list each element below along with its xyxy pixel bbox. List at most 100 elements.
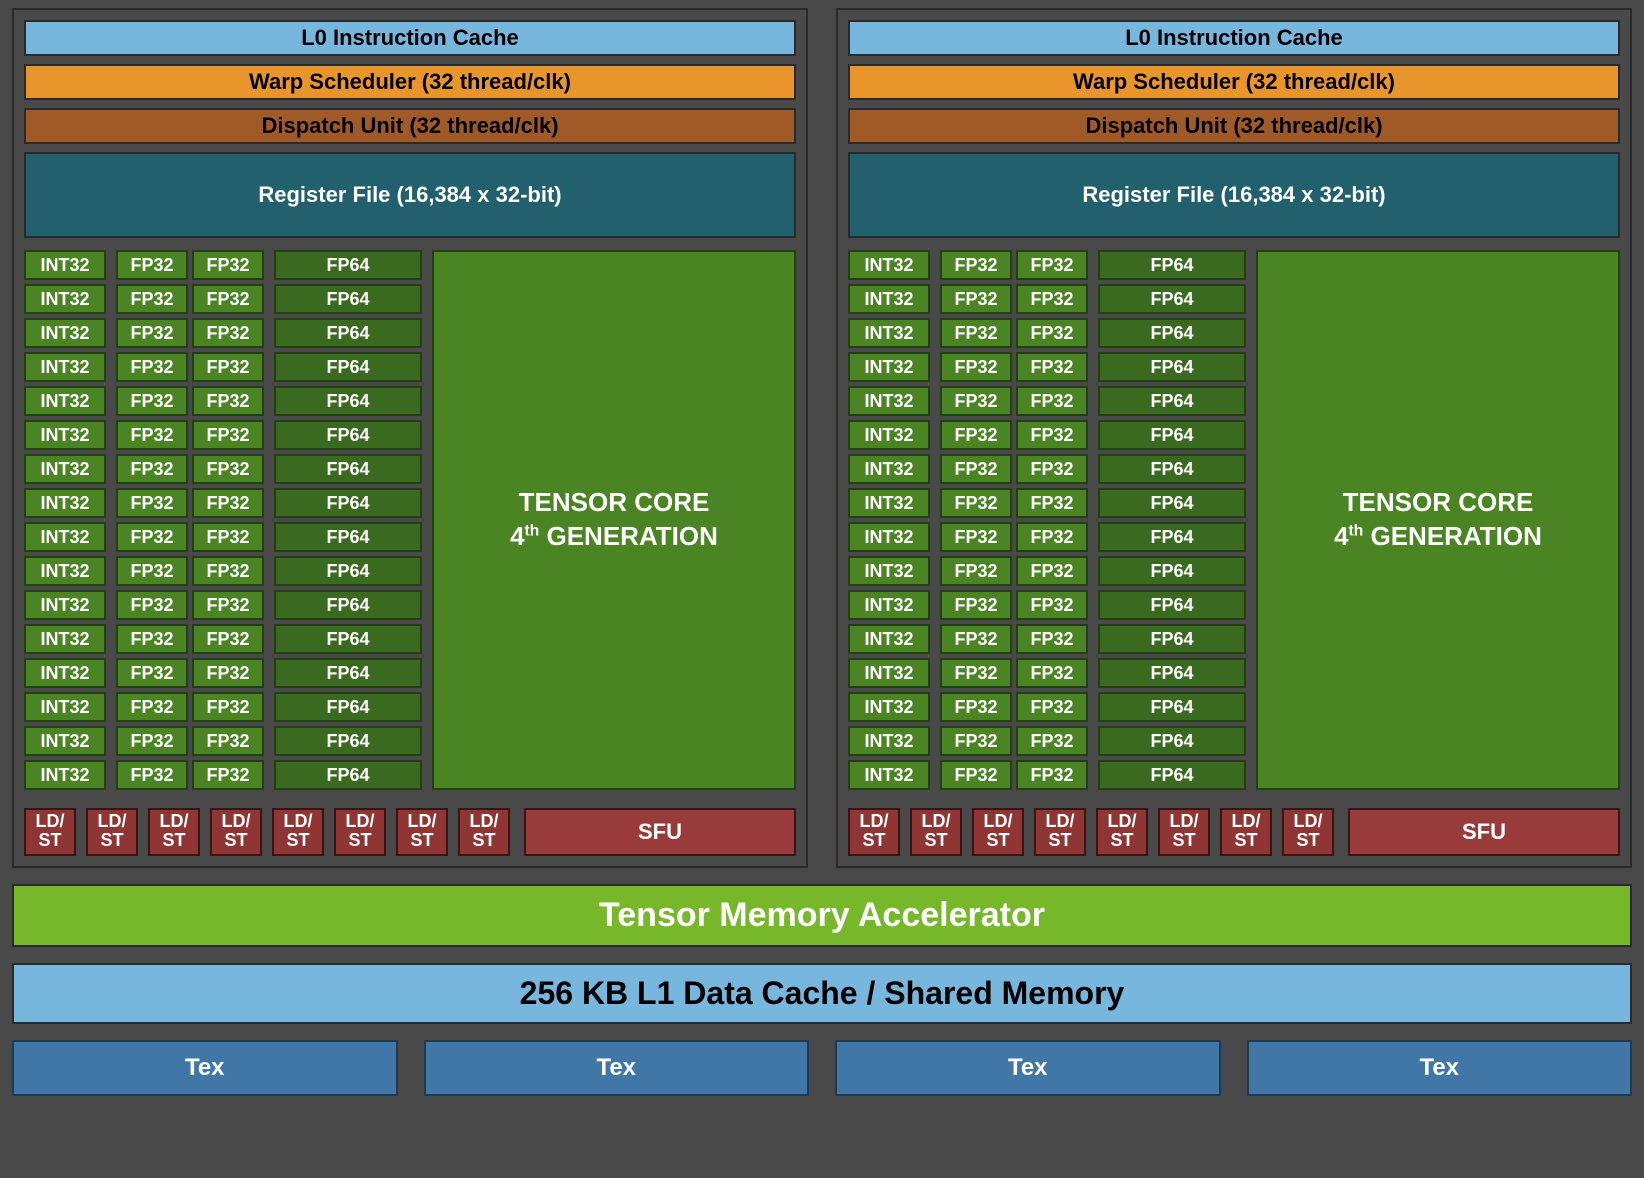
fp32-pair: FP32FP32 [940,760,1088,790]
tex-unit: Tex [424,1040,810,1096]
fp32-pair: FP32FP32 [940,250,1088,280]
load-store-unit: LD/ST [396,808,448,856]
int32-unit: INT32 [24,352,106,382]
fp32-unit: FP32 [116,760,188,790]
int32-unit: INT32 [848,284,930,314]
fp32-pair: FP32FP32 [116,556,264,586]
int32-unit: INT32 [24,658,106,688]
fp32-unit: FP32 [940,590,1012,620]
fp64-unit: FP64 [274,386,422,416]
fp64-unit: FP64 [274,624,422,654]
tex-unit: Tex [12,1040,398,1096]
load-store-unit: LD/ST [272,808,324,856]
load-store-unit: LD/ST [1282,808,1334,856]
fp32-unit: FP32 [192,692,264,722]
fp32-unit: FP32 [192,386,264,416]
int32-unit: INT32 [24,692,106,722]
fp64-unit: FP64 [1098,488,1246,518]
int32-unit: INT32 [848,318,930,348]
load-store-unit: LD/ST [458,808,510,856]
fp32-pair: FP32FP32 [940,386,1088,416]
register-file: Register File (16,384 x 32-bit) [848,152,1620,238]
fp32-unit: FP32 [1016,420,1088,450]
fp32-pair: FP32FP32 [116,726,264,756]
fp32-unit: FP32 [1016,624,1088,654]
sm-partition: L0 Instruction CacheWarp Scheduler (32 t… [12,8,808,868]
tensor-core: TENSOR CORE4th GENERATION [432,250,796,790]
tex-row: TexTexTexTex [12,1040,1632,1096]
fp32-unit: FP32 [116,522,188,552]
fp32-pair: FP32FP32 [116,420,264,450]
int32-unit: INT32 [24,522,106,552]
int32-unit: INT32 [848,624,930,654]
fp64-unit: FP64 [274,590,422,620]
fp32-unit: FP32 [1016,488,1088,518]
fp32-pair: FP32FP32 [116,624,264,654]
l1-data-cache: 256 KB L1 Data Cache / Shared Memory [12,963,1632,1024]
fp32-unit: FP32 [940,284,1012,314]
fp32-pair: FP32FP32 [940,284,1088,314]
fp64-unit: FP64 [1098,284,1246,314]
int32-unit: INT32 [848,250,930,280]
sfu-unit: SFU [524,808,796,856]
int32-unit: INT32 [24,488,106,518]
fp64-unit: FP64 [274,726,422,756]
fp32-pair: FP32FP32 [116,250,264,280]
fp32-pair: FP32FP32 [940,352,1088,382]
fp32-unit: FP32 [1016,454,1088,484]
fp64-unit: FP64 [274,318,422,348]
fp32-unit: FP32 [116,454,188,484]
fp32-unit: FP32 [1016,556,1088,586]
load-store-row: LD/STLD/STLD/STLD/STLD/STLD/STLD/STLD/ST… [24,808,796,856]
int32-unit: INT32 [24,250,106,280]
partition-row: L0 Instruction CacheWarp Scheduler (32 t… [12,8,1632,868]
int32-unit: INT32 [848,386,930,416]
fp64-unit: FP64 [274,488,422,518]
fp32-unit: FP32 [116,386,188,416]
int32-column: INT32 INT32 INT32 INT32 INT32 INT32 INT32 INT32… [24,250,106,790]
fp32-pair: FP32FP32 [940,488,1088,518]
int32-unit: INT32 [848,522,930,552]
fp32-unit: FP32 [116,726,188,756]
fp32-unit: FP32 [116,590,188,620]
fp32-unit: FP32 [192,352,264,382]
fp32-unit: FP32 [1016,284,1088,314]
fp64-unit: FP64 [1098,420,1246,450]
load-store-row: LD/STLD/STLD/STLD/STLD/STLD/STLD/STLD/ST… [848,808,1620,856]
fp32-unit: FP32 [192,590,264,620]
fp32-unit: FP32 [940,726,1012,756]
int32-unit: INT32 [24,624,106,654]
dispatch-unit: Dispatch Unit (32 thread/clk) [848,108,1620,144]
load-store-unit: LD/ST [148,808,200,856]
int32-unit: INT32 [848,692,930,722]
fp64-unit: FP64 [1098,590,1246,620]
fp64-unit: FP64 [1098,760,1246,790]
fp64-unit: FP64 [1098,386,1246,416]
fp64-unit: FP64 [274,556,422,586]
int32-unit: INT32 [848,658,930,688]
int32-unit: INT32 [24,590,106,620]
int32-unit: INT32 [24,420,106,450]
fp32-unit: FP32 [940,386,1012,416]
int32-unit: INT32 [24,454,106,484]
sm-partition: L0 Instruction CacheWarp Scheduler (32 t… [836,8,1632,868]
fp64-unit: FP64 [1098,250,1246,280]
load-store-unit: LD/ST [1034,808,1086,856]
fp32-pair: FP32FP32 [940,658,1088,688]
fp32-unit: FP32 [116,624,188,654]
fp32-pair: FP32FP32 [940,556,1088,586]
fp32-unit: FP32 [116,284,188,314]
fp32-unit: FP32 [940,692,1012,722]
fp64-unit: FP64 [1098,624,1246,654]
fp32-unit: FP32 [940,250,1012,280]
fp64-unit: FP64 [1098,352,1246,382]
warp-scheduler: Warp Scheduler (32 thread/clk) [24,64,796,100]
int32-unit: INT32 [848,488,930,518]
int32-unit: INT32 [848,556,930,586]
fp64-unit: FP64 [1098,658,1246,688]
fp32-pair: FP32FP32 [940,522,1088,552]
fp32-unit: FP32 [1016,522,1088,552]
fp32-pair: FP32FP32 [116,692,264,722]
fp32-pair: FP32FP32 [116,454,264,484]
fp32-unit: FP32 [192,760,264,790]
